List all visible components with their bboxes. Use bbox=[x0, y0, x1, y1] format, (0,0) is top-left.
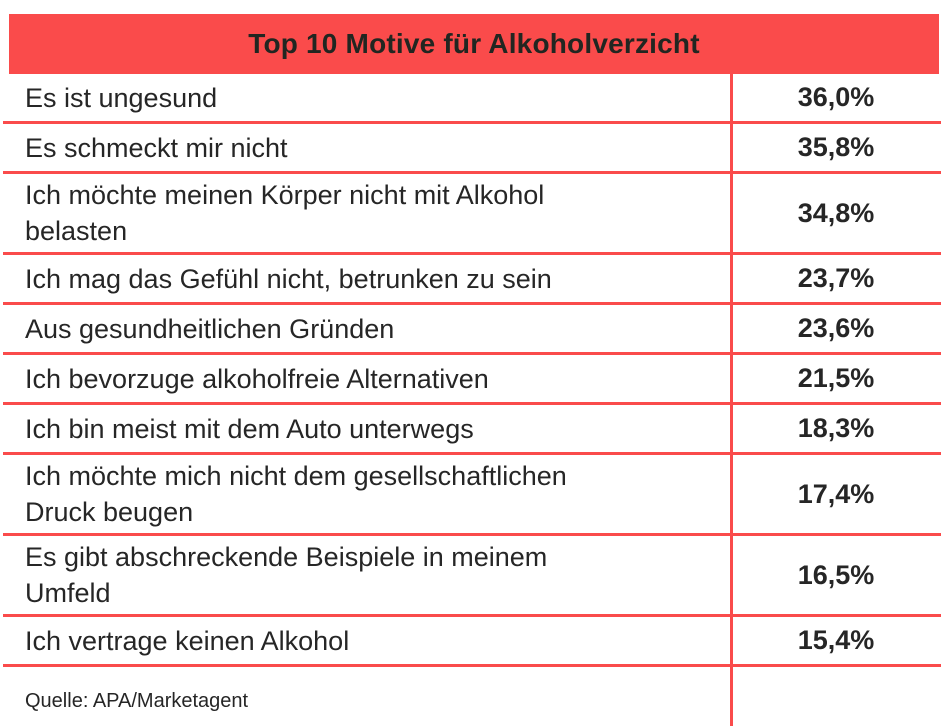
motive-label: Ich möchte meinen Körper nicht mit Alkoh… bbox=[25, 180, 545, 246]
motive-label: Ich bevorzuge alkoholfreie Alternativen bbox=[25, 363, 489, 394]
percent-value: 23,6% bbox=[797, 313, 875, 343]
percent-value: 15,4% bbox=[797, 625, 875, 655]
motive-label: Es schmeckt mir nicht bbox=[25, 132, 288, 163]
page-title: Top 10 Motive für Alkoholverzicht bbox=[248, 28, 700, 59]
source-note: Quelle: APA/Marketagent bbox=[25, 690, 249, 712]
percent-value: 23,7% bbox=[797, 263, 875, 293]
table-row: Ich bin meist mit dem Auto unterwegs 18,… bbox=[3, 405, 941, 455]
table-row: Ich mag das Gefühl nicht, betrunken zu s… bbox=[3, 255, 941, 305]
table-row: Ich vertrage keinen Alkohol 15,4% bbox=[3, 617, 941, 667]
percent-value: 36,0% bbox=[797, 82, 875, 112]
table-row: Es gibt abschreckende Beispiele in meine… bbox=[3, 536, 941, 617]
motive-label: Ich vertrage keinen Alkohol bbox=[25, 625, 350, 656]
table-row: Ich möchte meinen Körper nicht mit Alkoh… bbox=[3, 174, 941, 255]
table-row: Aus gesundheitlichen Gründen 23,6% bbox=[3, 305, 941, 355]
title-band: Top 10 Motive für Alkoholverzicht bbox=[9, 14, 939, 74]
percent-value: 16,5% bbox=[797, 559, 875, 590]
table-row: Ich möchte mich nicht dem gesellschaftli… bbox=[3, 455, 941, 536]
motive-label: Ich bin meist mit dem Auto unterwegs bbox=[25, 413, 474, 444]
motive-label: Es gibt abschreckende Beispiele in meine… bbox=[25, 542, 548, 608]
motive-label: Ich möchte mich nicht dem gesellschaftli… bbox=[25, 461, 567, 527]
percent-value: 34,8% bbox=[797, 197, 875, 228]
percent-value: 35,8% bbox=[797, 132, 875, 162]
motive-label: Aus gesundheitlichen Gründen bbox=[25, 313, 395, 344]
table-row: Es ist ungesund 36,0% bbox=[3, 74, 941, 124]
table-row: Ich bevorzuge alkoholfreie Alternativen … bbox=[3, 355, 941, 405]
column-divider-line bbox=[730, 74, 733, 726]
percent-value: 17,4% bbox=[797, 478, 875, 509]
motives-table: Es ist ungesund 36,0% Es schmeckt mir ni… bbox=[3, 74, 941, 667]
percent-value: 18,3% bbox=[797, 413, 875, 443]
percent-value: 21,5% bbox=[797, 363, 875, 393]
motive-label: Ich mag das Gefühl nicht, betrunken zu s… bbox=[25, 263, 552, 294]
motive-label: Es ist ungesund bbox=[25, 82, 218, 113]
table-row: Es schmeckt mir nicht 35,8% bbox=[3, 124, 941, 174]
